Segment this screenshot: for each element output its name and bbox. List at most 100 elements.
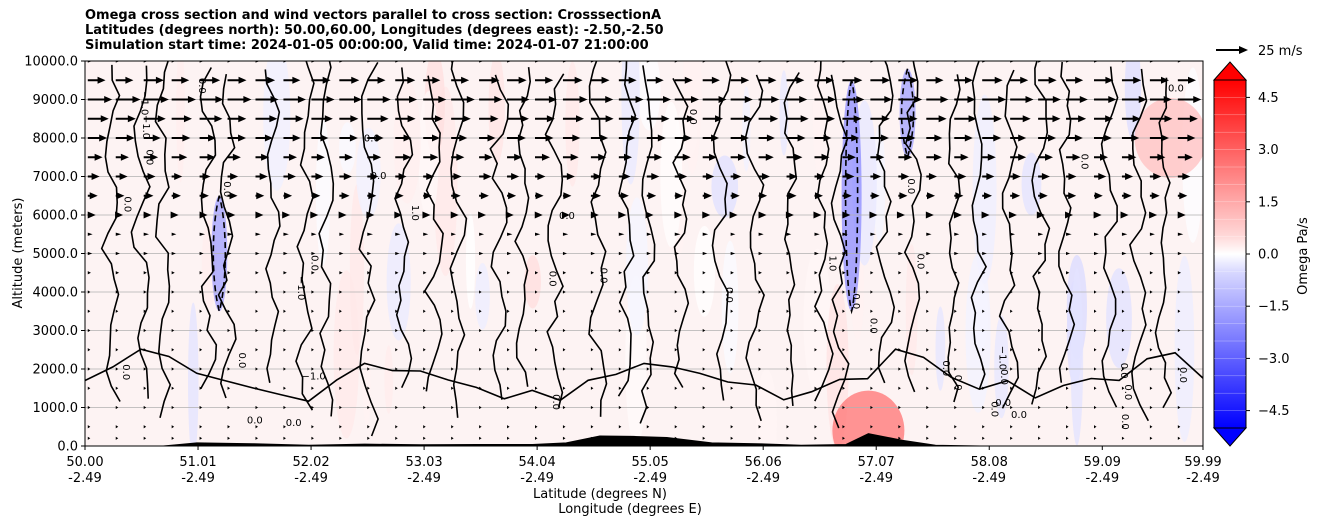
wind-vector — [87, 251, 93, 256]
x-tick-label-lon: -2.49 — [859, 471, 893, 486]
wind-vector — [115, 425, 119, 429]
wind-vector — [702, 348, 706, 352]
wind-vector-head — [484, 153, 493, 161]
wind-vector-head — [715, 115, 724, 123]
wind-vector — [395, 251, 400, 256]
wind-vector — [143, 232, 150, 236]
wind-vector — [1149, 405, 1153, 410]
wind-vector — [507, 271, 511, 275]
contour-line-zero — [449, 61, 468, 418]
wind-vector — [227, 436, 231, 440]
wind-vector — [954, 386, 957, 390]
contour-label: 0.0 — [196, 78, 207, 94]
wind-vector — [954, 348, 957, 352]
wind-vector-head — [1133, 76, 1142, 84]
wind-vector-head — [202, 173, 211, 180]
contour-line-zero — [264, 69, 281, 383]
wind-vector — [842, 328, 845, 333]
y-tick-label: 9000.0 — [33, 93, 79, 108]
wind-vector — [898, 367, 901, 371]
wind-vector — [199, 348, 203, 352]
wind-vector — [618, 348, 622, 352]
wind-vector — [1038, 348, 1041, 352]
wind-vector-head — [1125, 173, 1134, 180]
wind-vector-head — [823, 134, 832, 142]
wind-vector-head — [706, 173, 715, 180]
wind-vector — [646, 328, 650, 333]
omega-patch — [1174, 255, 1195, 442]
wind-vector — [479, 309, 482, 313]
wind-vector-head — [310, 211, 319, 219]
wind-vector — [339, 290, 343, 294]
wind-vector — [1066, 386, 1069, 390]
x-tick-label-lon: -2.49 — [972, 471, 1006, 486]
wind-vector — [395, 232, 401, 236]
wind-vector — [143, 425, 147, 429]
wind-vector — [1038, 367, 1041, 371]
wind-vector — [1038, 425, 1041, 429]
wind-vector-head — [718, 96, 727, 103]
contour-label: 0.0 — [723, 287, 734, 303]
wind-vector — [143, 328, 147, 333]
wind-vector-head — [1149, 211, 1158, 219]
wind-vector — [590, 367, 594, 371]
wind-vector-head — [514, 153, 523, 161]
wind-vector — [451, 309, 454, 313]
wind-vector — [423, 405, 426, 410]
contour-label: −1.0 — [301, 371, 325, 382]
wind-vector — [842, 251, 847, 256]
wind-vector-head — [505, 211, 514, 219]
wind-vector — [115, 348, 119, 352]
wind-vector — [1093, 290, 1097, 294]
wind-vector — [702, 290, 706, 294]
wind-vector — [87, 328, 91, 333]
wind-vector-head — [490, 115, 499, 123]
wind-vector — [618, 386, 622, 390]
omega-patch — [565, 61, 580, 187]
wind-vector — [171, 367, 175, 371]
wind-vector — [870, 386, 873, 390]
wind-vector — [1093, 405, 1097, 410]
wind-vector — [786, 290, 790, 294]
wind-vector — [227, 290, 231, 294]
wind-vector-head — [1045, 153, 1054, 161]
wind-vector — [926, 425, 929, 429]
wind-vector-head — [994, 76, 1003, 84]
wind-vector — [702, 367, 706, 371]
wind-vector — [1177, 436, 1181, 440]
wind-vector — [590, 425, 594, 429]
wind-vector — [171, 436, 175, 440]
wind-vector-head — [91, 173, 100, 180]
wind-vector-head — [232, 153, 241, 161]
wind-vector — [423, 232, 429, 236]
contour-line-zero — [199, 67, 218, 389]
contour-line-negative — [900, 68, 915, 161]
wind-vector — [982, 328, 985, 333]
wind-vector-head — [430, 153, 439, 161]
wind-vector-head — [579, 96, 588, 103]
wind-vector — [227, 348, 231, 352]
wind-vector-head — [432, 76, 441, 84]
wind-vector — [1010, 386, 1013, 390]
wind-vector — [758, 348, 762, 352]
wind-vector — [143, 405, 147, 410]
wind-vector-head — [160, 96, 169, 103]
contour-line-zero — [970, 61, 988, 390]
colorbar-extend-top — [1212, 61, 1248, 81]
wind-vector-head — [934, 134, 943, 142]
wind-vector — [1093, 309, 1097, 313]
wind-vector — [1066, 290, 1069, 294]
wind-vector — [339, 328, 342, 333]
wind-vector-head — [766, 134, 775, 142]
wind-vector — [255, 348, 258, 352]
wind-vector-head — [1157, 153, 1166, 161]
wind-vector-head — [238, 115, 247, 123]
wind-vector — [1038, 271, 1042, 275]
colorbar-tick-label: 3.0 — [1258, 143, 1279, 158]
wind-vector-head — [403, 134, 412, 142]
wind-vector — [646, 290, 650, 294]
wind-vector-head — [1187, 134, 1196, 142]
wind-vector-head — [1079, 96, 1088, 103]
wind-vector — [367, 405, 370, 410]
omega-patch — [693, 225, 716, 317]
